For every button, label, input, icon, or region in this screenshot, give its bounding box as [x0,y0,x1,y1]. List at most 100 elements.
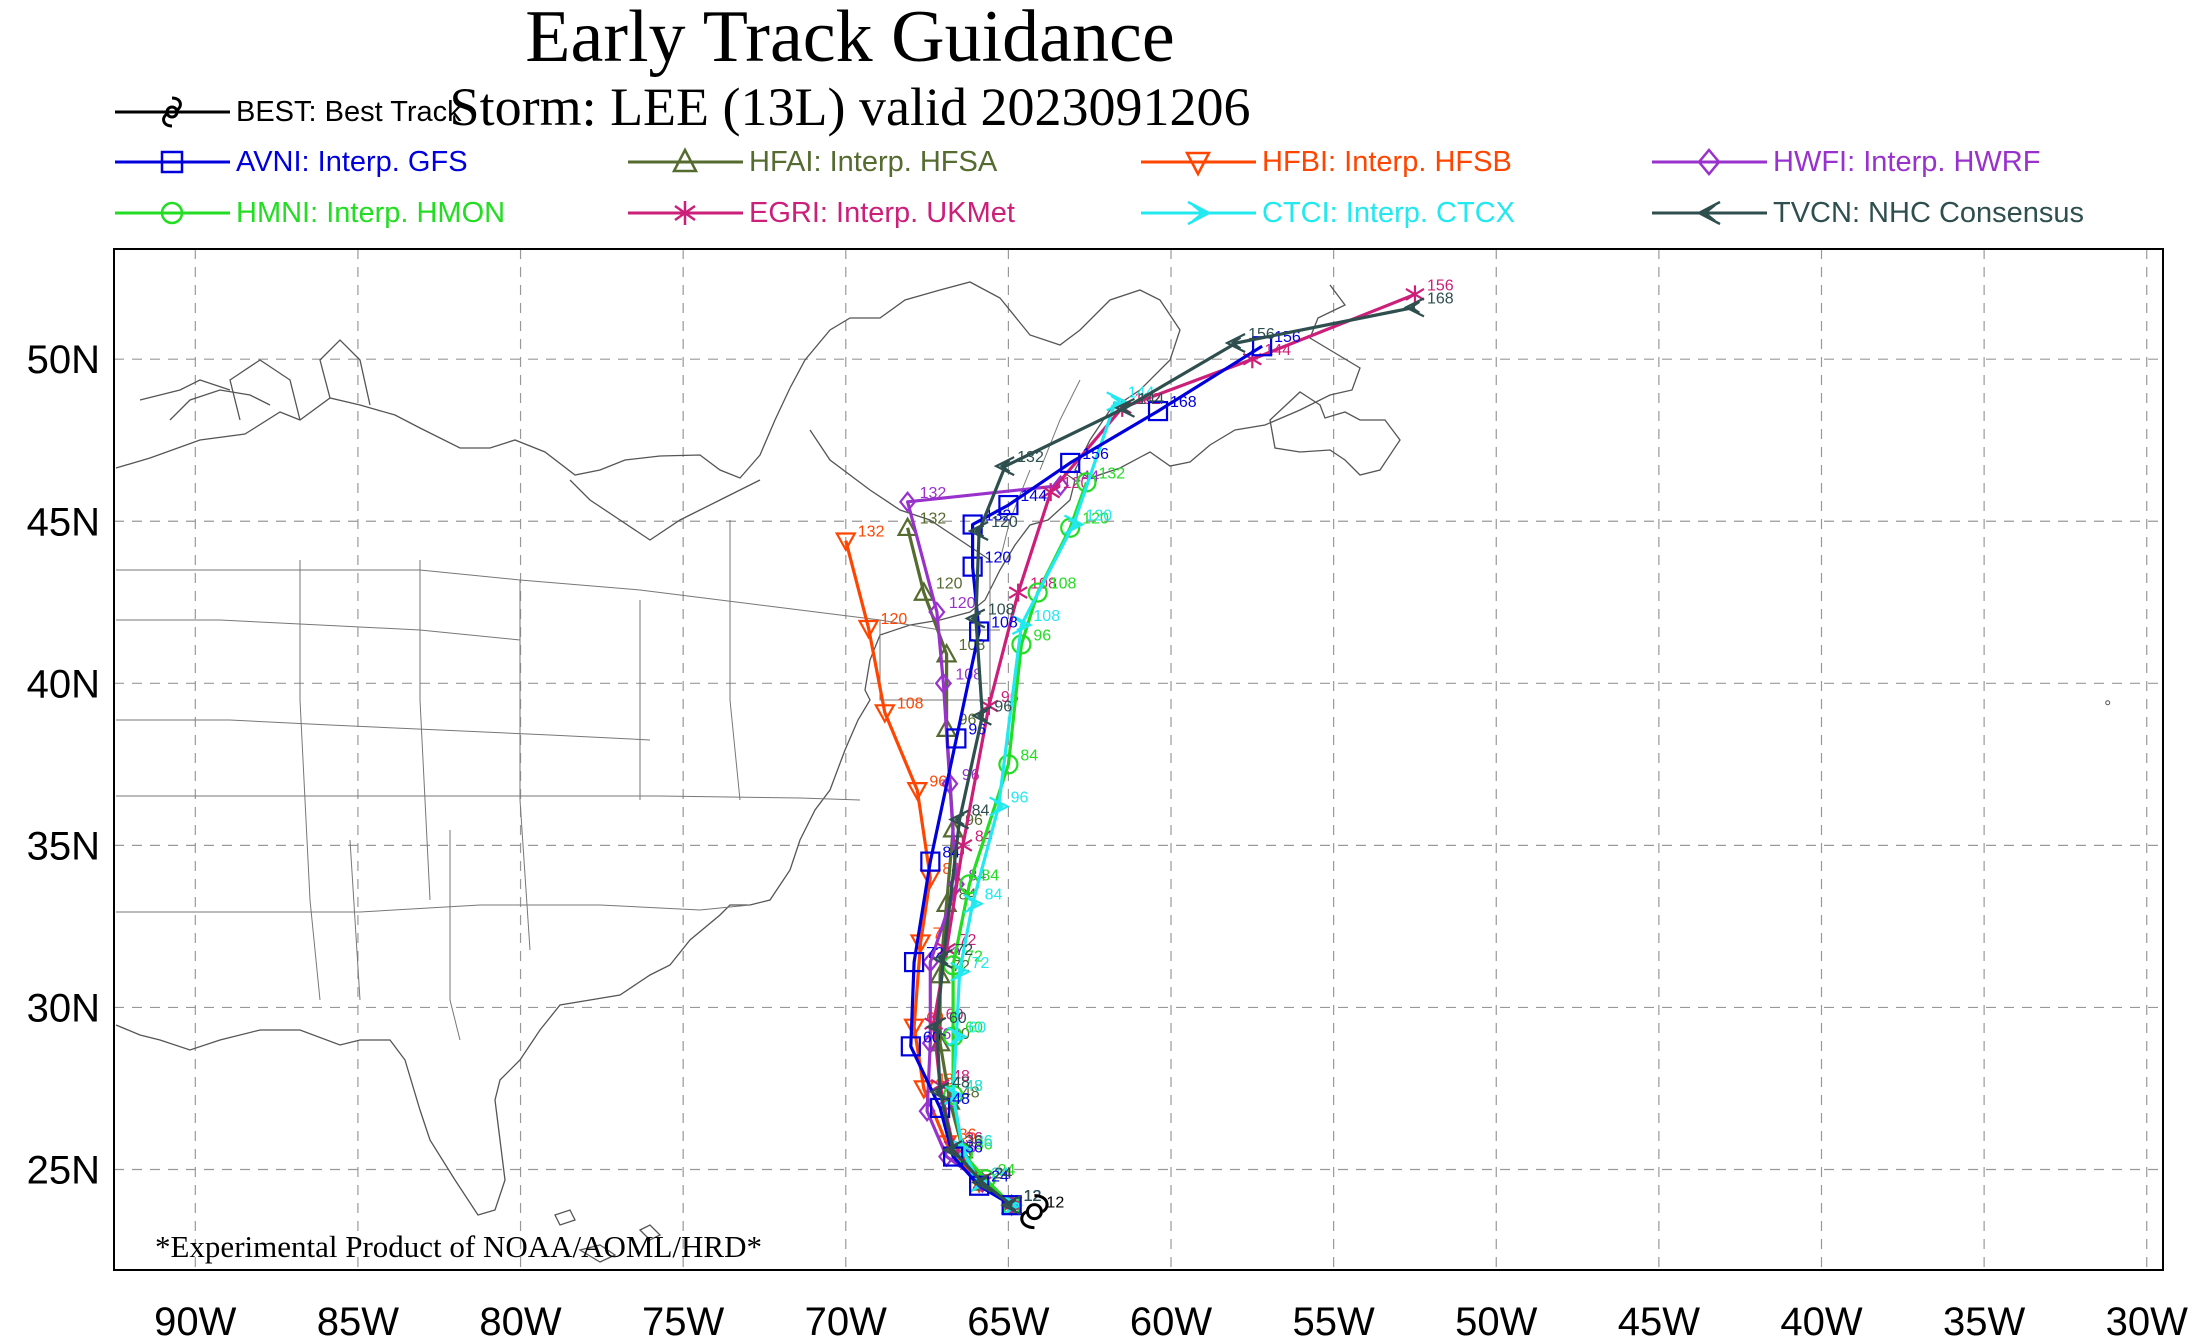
triangle-up-marker [896,516,919,537]
footnote: *Experimental Product of NOAA/AOML/HRD* [155,1229,762,1264]
forecast-hour-label: 48 [952,1091,970,1108]
forecast-hour-label: 120 [1085,508,1112,525]
diamond-marker [934,672,952,695]
arrow-left-marker [1114,397,1135,418]
forecast-hour-label: 120 [1082,511,1109,528]
forecast-hour-label: 72 [959,932,977,949]
legend-label-avni: AVNI: Interp. GFS [236,145,468,178]
arrow-left-marker [970,1172,992,1193]
arrow-left-marker [925,1016,947,1037]
forecast-hour-label: 48 [965,1078,983,1095]
lat-tick-label: 50N [27,338,100,382]
forecast-hour-label: 72 [955,942,973,959]
arrow-right-marker [1106,391,1128,412]
forecast-hour-label: 84 [972,802,990,819]
square-marker [998,494,1019,516]
forecast-hour-label: 84 [985,887,1003,904]
asterisk-marker [1008,583,1028,602]
forecast-hour-label: 132 [1134,391,1161,408]
lon-tick-label: 40W [1780,1300,1862,1340]
forecast-hour-label: 168 [1170,394,1197,411]
forecast-hour-label: 36 [965,1130,983,1147]
legend-item-best: BEST: Best Track [115,92,462,132]
triangle-up-marker [912,581,935,601]
circle-marker [1027,582,1048,603]
lon-tick-label: 70W [805,1300,887,1340]
square-marker [946,728,967,749]
map-grid [114,249,2163,1270]
circle-icon [115,201,230,225]
square-marker [1147,400,1169,422]
square-marker [962,556,983,577]
forecast-hour-label: 48 [952,1068,970,1085]
forecast-hour-label: 12 [1024,1188,1042,1205]
forecast-hour-label: 24 [994,1165,1012,1182]
forecast-hour-label: 132 [1098,465,1125,482]
diamond-marker [941,773,959,795]
arrow-left-marker [967,521,989,541]
forecast-hour-label: 96 [994,699,1012,716]
asterisk-icon [628,201,743,225]
arrow-right-marker [1011,615,1033,635]
track-line-hwfi [906,484,1061,1207]
azores-island [2105,700,2111,706]
diamond-marker [928,601,946,623]
legend-item-hwfi: HWFI: Interp. HWRF [1652,142,2040,182]
forecast-hour-label: 120 [881,611,908,628]
tracks-layer: 1224364860728496108120132122436486072849… [834,277,1454,1230]
circle-marker [943,1026,964,1047]
forecast-hour-label: 12 [1024,1188,1042,1205]
legend-label-egri: EGRI: Interp. UKMet [749,196,1015,229]
arrow-left-marker [993,456,1015,477]
lon-tick-label: 75W [642,1300,724,1340]
arrow-right-marker [950,961,972,982]
circle-marker [998,754,1019,775]
hurricane-marker [1020,1194,1049,1230]
forecast-hour-label: 12 [1024,1188,1042,1205]
hurricane-icon [115,96,230,128]
lon-tick-label: 55W [1293,1300,1375,1340]
diamond-icon [1652,148,1767,176]
forecast-hour-label: 36 [975,1136,993,1153]
forecast-hour-label: 156 [1082,446,1109,463]
forecast-hour-label: 108 [897,696,924,713]
forecast-hour-label: 24 [994,1165,1012,1182]
arrow-right-icon [1141,200,1256,226]
square-icon [115,150,230,174]
diamond-marker [1051,474,1070,497]
arrow-left-marker [948,809,970,830]
chart-title: Early Track Guidance [525,0,1175,78]
forecast-hour-label: 12 [1024,1188,1042,1205]
forecast-hour-label: 120 [949,595,976,612]
forecast-hour-label: 120 [936,576,963,593]
legend-item-ctci: CTCI: Interp. CTCX [1141,193,1515,233]
legend-label-hfai: HFAI: Interp. HFSA [749,145,998,178]
arrow-left-marker [964,608,986,629]
forecast-hour-label: 156 [1248,326,1275,343]
legend-label-best: BEST: Best Track [236,95,462,128]
forecast-hour-label: 120 [1063,475,1090,492]
forecast-hour-label: 36 [965,1140,983,1157]
forecast-hour-label: 60 [949,1010,967,1027]
forecast-hour-label: 108 [1050,576,1077,593]
legend-label-hwfi: HWFI: Interp. HWRF [1773,145,2041,178]
lat-tick-label: 35N [27,824,100,868]
triangle-down-icon [1141,151,1256,177]
arrow-left-marker [970,705,992,726]
lon-tick-label: 35W [1943,1300,2025,1340]
forecast-hour-label: 84 [981,867,999,884]
forecast-hour-label: 60 [965,1020,983,1037]
forecast-hour-label: 12 [1024,1188,1042,1205]
lon-tick-label: 50W [1455,1300,1537,1340]
lon-tick-label: 60W [1130,1300,1212,1340]
arrow-left-marker [1403,297,1425,318]
forecast-hour-label: 84 [1020,747,1038,764]
lat-tick-label: 40N [27,662,100,706]
forecast-hour-label: 120 [991,514,1018,531]
forecast-hour-label: 96 [1033,627,1051,644]
arrow-left-marker [1000,1195,1022,1216]
forecast-hour-label: 48 [965,1078,983,1095]
forecast-hour-label: 12 [1046,1195,1064,1212]
arrow-left-marker [941,1140,963,1161]
